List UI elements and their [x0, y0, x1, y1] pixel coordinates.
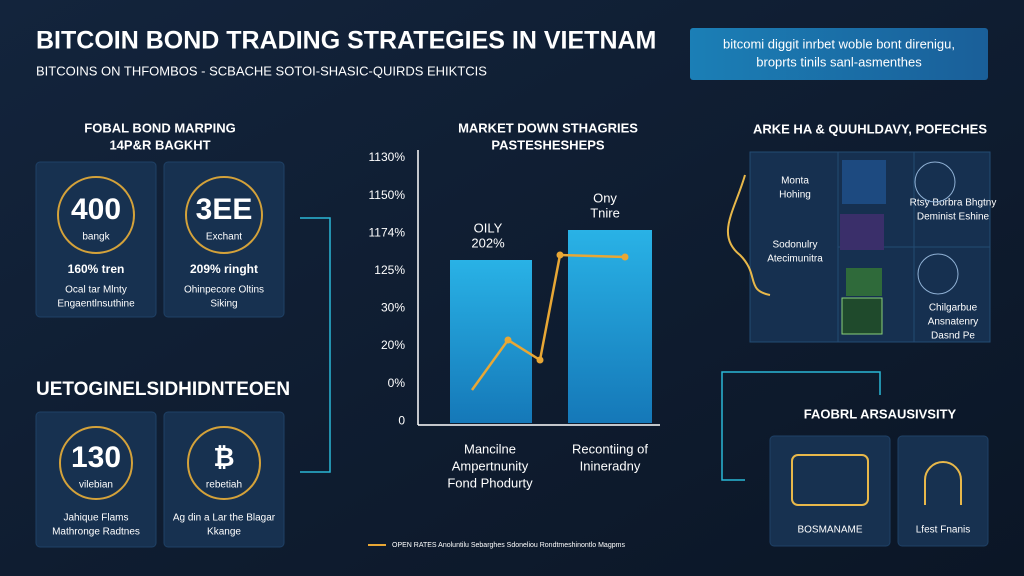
ring — [187, 426, 261, 500]
section-heading: FOBAL BOND MARPING — [84, 120, 235, 135]
trend-point — [621, 253, 629, 261]
category-label: Fond Phodurty — [447, 475, 533, 490]
card-desc: Ohinpecore Oltins — [184, 285, 264, 296]
ring — [59, 426, 133, 500]
section-heading: ARKE HA & QUUHLDAVY, POFECHES — [753, 121, 987, 136]
card-desc: Kkange — [207, 527, 241, 538]
icon-ring — [914, 161, 956, 203]
card-caption: vilebian — [79, 480, 113, 491]
card — [897, 435, 989, 547]
image-tile — [846, 268, 882, 296]
section-heading: UETOGINELSIDHIDNTEOEN — [36, 379, 290, 400]
panel-cell — [913, 246, 991, 343]
connector — [721, 371, 881, 481]
image-tile — [840, 214, 884, 250]
card-label: BOSMANAME — [797, 525, 862, 536]
subtitle: BITCOINS ON THFOMBOS - SCBACHE SOTOI-SHA… — [36, 63, 487, 78]
y-tick-label: 1130% — [369, 150, 406, 164]
card-label: Lfest Fnanis — [916, 525, 970, 536]
section-heading: FAOBRL ARSAUSIVSITY — [804, 406, 957, 421]
title: BITCOIN BOND TRADING STRATEGIES IN VIETN… — [36, 27, 656, 55]
card-number: 130 — [71, 441, 121, 474]
trend-point — [536, 356, 544, 364]
card-desc: Ag din a Lar the Blagar — [173, 513, 276, 524]
ring — [185, 176, 263, 254]
panel-text: Monta — [781, 176, 809, 187]
card-stat: 209% ringht — [190, 262, 258, 276]
y-tick-label: 1174% — [369, 225, 406, 239]
icon-ring — [917, 253, 959, 295]
card-caption: rebetiah — [206, 480, 242, 491]
icon — [924, 461, 962, 505]
category-label: Inineradny — [580, 458, 641, 473]
card-caption: Exchant — [206, 232, 242, 243]
image-tile — [842, 160, 886, 204]
y-tick-label: 125% — [374, 263, 405, 277]
bar-label: 202% — [471, 235, 505, 250]
card — [769, 435, 891, 547]
note-text: broprts tinils sanl-asmenthes — [756, 54, 922, 69]
card-desc: Siking — [210, 299, 237, 310]
note-box — [690, 28, 988, 80]
gold-wire — [726, 174, 771, 296]
panel-text: Ansnatenry — [928, 317, 979, 328]
image-tile — [841, 297, 883, 335]
icon — [791, 454, 869, 506]
trend-point — [556, 251, 564, 259]
trend-point — [504, 336, 512, 344]
card-desc: Engaentlnsuthine — [57, 299, 135, 310]
note-text: bitcomi diggit inrbet woble bont direnig… — [723, 36, 955, 51]
chart-heading: MARKET DOWN STHAGRIES — [458, 120, 638, 135]
panel-text: Chilgarbue — [929, 303, 978, 314]
card-number: ₿ — [213, 442, 234, 472]
y-tick-label: 30% — [381, 301, 405, 315]
card-caption: bangk — [82, 232, 110, 243]
panel-text: Sodonulry — [772, 240, 817, 251]
card-desc: Mathronge Radtnes — [52, 527, 140, 538]
card — [35, 161, 157, 318]
y-tick-label: 0% — [388, 376, 406, 390]
bar-label: Tnire — [590, 205, 620, 220]
panel-text: Dasnd Pe — [931, 331, 975, 342]
bar-label: OILY — [474, 220, 503, 235]
panel-text: Hohing — [779, 190, 811, 201]
connector — [300, 217, 331, 473]
bar — [568, 230, 652, 423]
panel-text: Atecimunitra — [767, 254, 823, 265]
bar — [450, 260, 532, 423]
section-heading: 14P&R BAGKHT — [109, 137, 210, 152]
panel-text: Rtsy Borbra Bhgtny — [910, 198, 997, 209]
card-number: 3EE — [196, 193, 253, 226]
card-number: 400 — [71, 193, 121, 226]
bar-label: Ony — [593, 190, 617, 205]
category-label: Ampertnunity — [452, 458, 529, 473]
y-tick-label: 1150% — [369, 188, 406, 202]
y-tick-label: 0 — [398, 413, 405, 427]
category-label: Recontiing of — [572, 441, 648, 456]
card — [35, 411, 157, 548]
card-stat: 160% tren — [68, 262, 125, 276]
panel-text: Deminist Eshine — [917, 212, 990, 223]
card — [163, 161, 285, 318]
legend: OPEN RATES Anoluntilu Sebarghes Sdonelio… — [392, 542, 625, 549]
card — [163, 411, 285, 548]
ring — [57, 176, 135, 254]
chart-heading: PASTESHESHEPS — [491, 137, 605, 152]
y-tick-label: 20% — [381, 338, 405, 352]
card-desc: Ocal tar Mlnty — [65, 285, 127, 296]
category-label: Mancilne — [464, 441, 516, 456]
card-desc: Jahique Flams — [63, 513, 128, 524]
